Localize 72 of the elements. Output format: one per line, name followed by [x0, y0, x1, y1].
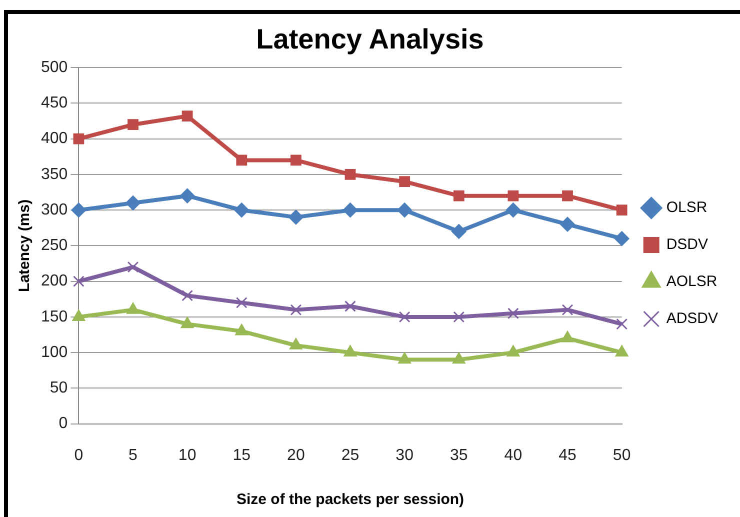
point	[398, 352, 412, 364]
point	[180, 316, 194, 328]
point	[289, 338, 303, 350]
point	[453, 311, 465, 323]
point	[182, 110, 193, 122]
point	[344, 169, 356, 180]
point	[453, 190, 464, 202]
y-tick-label: 0	[58, 415, 68, 432]
point	[562, 304, 574, 316]
point	[451, 224, 466, 239]
point	[288, 210, 304, 225]
point	[616, 204, 628, 216]
x-tick-label: 25	[341, 446, 360, 464]
y-tick-label: 250	[40, 237, 68, 254]
legend-label: OLSR	[666, 199, 708, 216]
point	[72, 276, 84, 288]
point	[508, 190, 519, 202]
legend-label: ADSDV	[666, 310, 718, 328]
legend-label: AOLSR	[666, 273, 718, 290]
x-tick-label: 30	[396, 446, 414, 464]
x-axis-title: Size of the packets per session)	[236, 491, 464, 508]
point	[182, 290, 194, 302]
x-tick-label: 15	[232, 446, 251, 464]
point	[234, 202, 250, 218]
point	[290, 304, 302, 316]
point	[127, 261, 139, 273]
y-tick-label: 300	[40, 201, 68, 218]
point	[235, 324, 248, 336]
point	[560, 330, 574, 342]
point	[180, 188, 195, 204]
point	[342, 202, 358, 218]
point	[560, 216, 576, 232]
point	[615, 345, 628, 357]
legend-label: DSDV	[666, 236, 708, 254]
y-tick-label: 500	[40, 59, 68, 76]
point	[128, 119, 138, 130]
point	[562, 190, 573, 202]
point	[73, 133, 84, 144]
point	[614, 231, 630, 246]
y-axis-title: Latency (ms)	[16, 199, 34, 292]
point	[506, 345, 520, 357]
chart-title: Latency Analysis	[256, 24, 484, 55]
y-tick-label: 450	[40, 94, 68, 112]
point	[236, 296, 248, 308]
y-tick-label: 50	[50, 380, 68, 397]
x-tick-label: 20	[287, 446, 305, 464]
point	[236, 154, 248, 166]
point	[452, 352, 466, 364]
point	[344, 300, 356, 312]
x-tick-label: 40	[504, 446, 522, 464]
x-tick-label: 45	[558, 446, 577, 464]
point	[399, 176, 410, 188]
x-tick-label: 0	[74, 446, 84, 464]
point	[126, 302, 140, 314]
point	[616, 318, 628, 330]
y-tick-label: 150	[40, 308, 68, 326]
point	[507, 308, 519, 320]
point	[397, 202, 412, 218]
y-tick-label: 100	[40, 344, 68, 361]
x-tick-label: 5	[128, 446, 138, 464]
x-tick-label: 50	[612, 446, 631, 464]
point	[506, 202, 521, 218]
point	[290, 154, 302, 166]
point	[71, 202, 86, 218]
x-tick-label: 10	[178, 446, 196, 464]
x-tick-label: 35	[450, 446, 468, 464]
y-tick-label: 200	[40, 272, 68, 290]
point	[344, 345, 357, 357]
y-tick-label: 350	[40, 166, 68, 183]
point	[126, 195, 141, 210]
y-tick-label: 400	[40, 130, 68, 148]
point	[398, 311, 410, 323]
